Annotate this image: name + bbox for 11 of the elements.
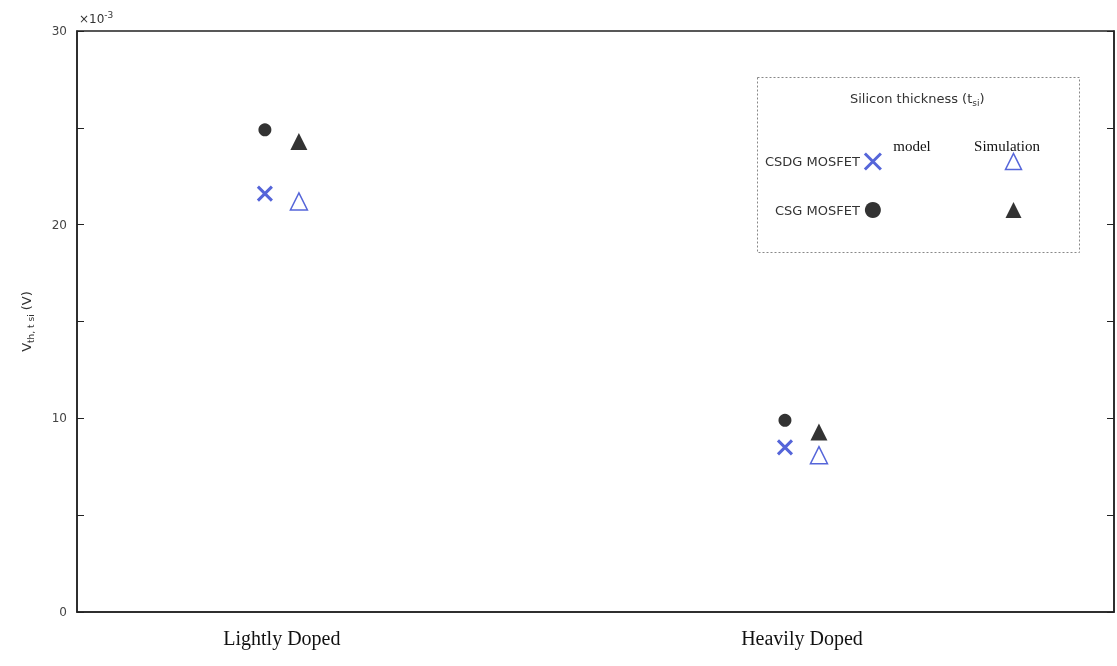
legend-label: CSG MOSFET — [775, 202, 860, 218]
y-tick-label: 10 — [51, 411, 67, 426]
annotation: Simulation — [974, 137, 1041, 154]
y-axis-title: Vth, t si (V) — [19, 291, 36, 352]
y-tick-label: 20 — [51, 217, 67, 232]
annotation: model — [893, 137, 931, 154]
y-tick-label: 0 — [59, 605, 67, 619]
y-tick-label: 30 — [51, 24, 67, 38]
x-tick-label: Lightly Doped — [223, 627, 341, 650]
legend-label: CSDG MOSFET — [764, 154, 860, 169]
x-tick-label: Heavily Doped — [741, 627, 863, 650]
